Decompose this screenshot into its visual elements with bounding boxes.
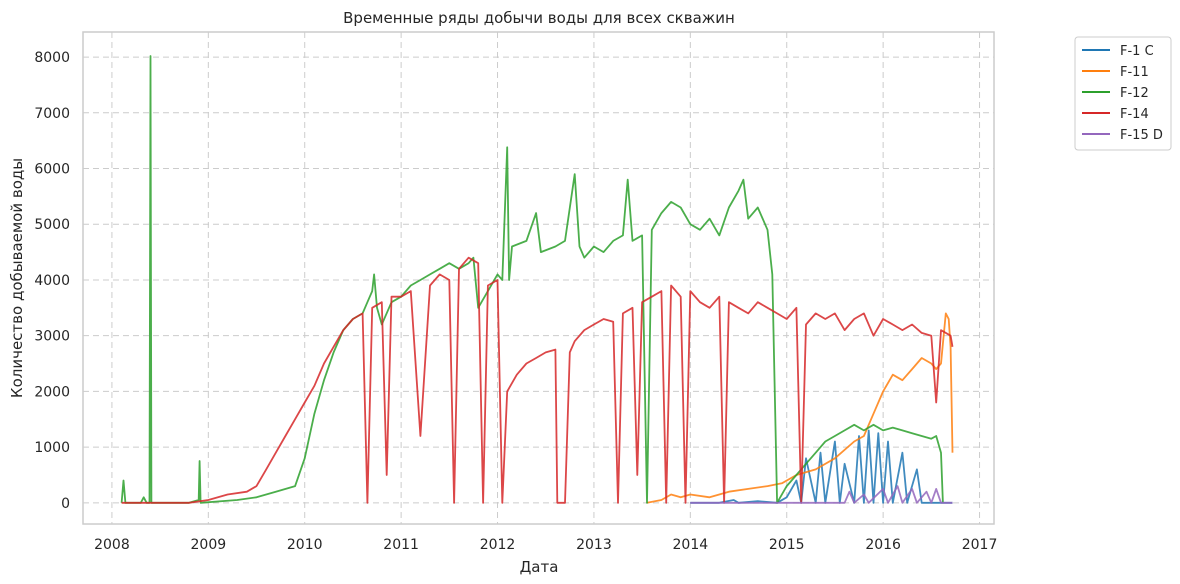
x-tick-label: 2017 [962, 537, 998, 553]
y-axis-ticks: 0 1000 2000 3000 4000 5000 6000 7000 8000 [34, 50, 70, 512]
x-tick-label: 2009 [191, 537, 227, 553]
y-tick-label: 3000 [34, 329, 70, 345]
x-tick-label: 2008 [94, 537, 130, 553]
legend-frame [1074, 36, 1172, 151]
legend-entry-label: F-15 D [1120, 128, 1163, 143]
y-tick-label: 5000 [34, 217, 70, 233]
y-tick-label: 8000 [34, 50, 70, 66]
y-tick-label: 1000 [34, 440, 70, 456]
y-tick-label: 6000 [34, 162, 70, 178]
plot-area [83, 32, 994, 524]
legend: F-1 C F-11 F-12 F-14 F-15 D [1074, 36, 1172, 151]
legend-entry-label: F-12 [1120, 86, 1149, 101]
grid-lines [83, 32, 994, 524]
legend-entry-label: F-11 [1120, 65, 1149, 80]
y-tick-label: 0 [61, 496, 70, 512]
x-tick-label: 2013 [576, 537, 612, 553]
legend-entry-label: F-1 C [1120, 44, 1154, 59]
x-axis-label: Дата [520, 558, 559, 576]
x-tick-label: 2010 [287, 537, 323, 553]
x-tick-label: 2011 [383, 537, 419, 553]
x-axis-ticks: 2008 2009 2010 2011 2012 2013 2014 2015 2016 2017 [94, 537, 997, 553]
x-tick-label: 2016 [865, 537, 901, 553]
y-tick-label: 4000 [34, 273, 70, 289]
series-line-3 [120, 55, 944, 504]
x-tick-label: 2014 [673, 537, 709, 553]
series-lines [120, 55, 954, 504]
legend-entry-label: F-14 [1120, 107, 1149, 122]
series-line-4 [121, 256, 954, 504]
chart-title: Временные ряды добычи воды для всех сква… [343, 9, 735, 27]
series-line-5 [690, 485, 953, 504]
plot-frame [82, 31, 995, 525]
y-axis-label: Количество добываемой воды [8, 158, 26, 398]
x-tick-label: 2012 [480, 537, 516, 553]
x-tick-label: 2015 [769, 537, 805, 553]
y-tick-label: 2000 [34, 384, 70, 400]
y-tick-label: 7000 [34, 106, 70, 122]
